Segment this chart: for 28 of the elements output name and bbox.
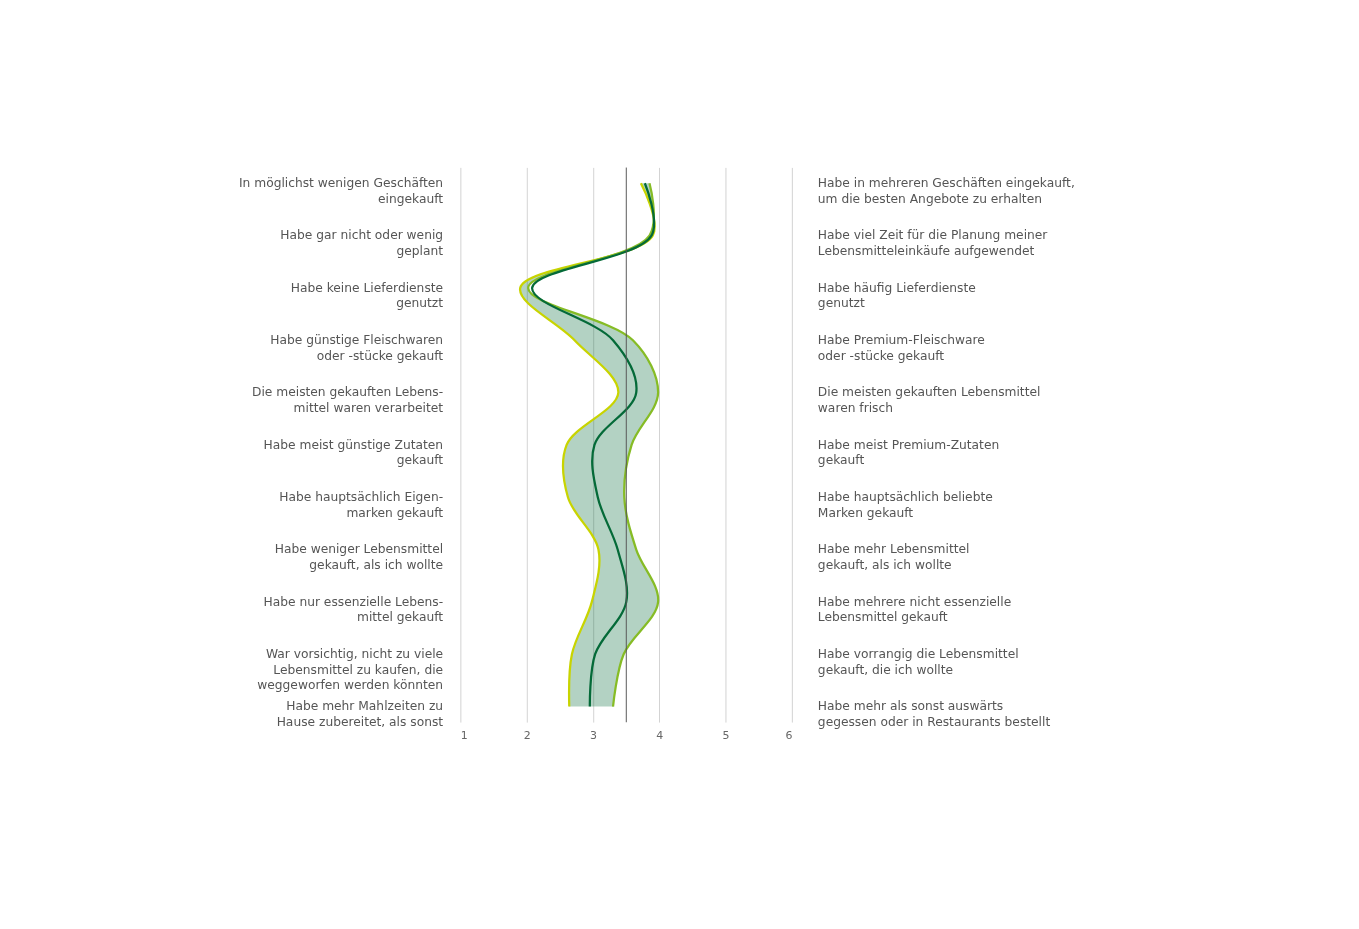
- y-tick-label: In möglichst wenigen Geschäften eingekauft: [238, 176, 444, 206]
- y2-tick-label: Habe meist Premium-Zutaten gekauft: [817, 437, 1000, 468]
- y-tick-label: Habe keine Lieferdienste genutzt: [290, 280, 444, 311]
- y-tick-label: Die meisten gekauften Lebens- mittel waren verarbeitet: [252, 385, 444, 415]
- y2-tick-label: Habe viel Zeit für die Planung meiner Lebensmitteleinkäufe aufgewendet: [817, 228, 1049, 258]
- y-tick-label: War vorsichtig, nicht zu viele Lebensmittel zu kaufen, die weggeworfen werden könnten: [257, 647, 444, 693]
- x-tick-label: 2: [523, 728, 531, 742]
- y-tick-label: Habe günstige Fleischwaren oder -stücke gekauft: [270, 333, 444, 363]
- y2-tick-label: Habe mehr Lebensmittel gekauft, als ich wollte: [817, 542, 970, 572]
- x-tick-label: 6: [785, 728, 793, 742]
- y-tick-label: Habe meist günstige Zutaten gekauft: [263, 437, 444, 468]
- y2-tick-label: Habe häufig Lieferdienste genutzt: [817, 280, 976, 311]
- y-tick-label: Habe nur essenzielle Lebens- mittel gekauft: [263, 594, 444, 625]
- y2-tick-label: Habe vorrangig die Lebensmittel gekauft, die ich wollte: [817, 647, 1019, 677]
- y-tick-label: Habe weniger Lebensmittel gekauft, als ich wollte: [274, 542, 444, 572]
- y-tick-label: Habe hauptsächlich Eigen- marken gekauft: [279, 490, 444, 520]
- x-tick-label: 4: [656, 728, 664, 742]
- y2-tick-label: Habe in mehreren Geschäften eingekauft, um die besten Angebote zu erhalten: [817, 176, 1075, 206]
- y2-tick-label: Habe mehr als sonst auswärts gegessen oder in Restaurants bestellt: [817, 699, 1051, 729]
- y2-tick-label: Habe Premium-Fleischware oder -stücke gekauft: [817, 333, 985, 363]
- y-tick-label: Habe gar nicht oder wenig geplant: [280, 228, 444, 258]
- x-tick-label: 5: [722, 728, 730, 742]
- y2-tick-label: Die meisten gekauften Lebensmittel waren frisch: [817, 385, 1041, 415]
- y-tick-label: Habe mehr Mahlzeiten zu Hause zubereitet, als sonst: [276, 699, 444, 729]
- y2-tick-label: Habe mehrere nicht essenzielle Lebensmittel gekauft: [817, 594, 1012, 625]
- x-tick-label: 3: [589, 728, 597, 742]
- x-tick-label: 1: [460, 728, 468, 742]
- y2-tick-label: Habe hauptsächlich beliebte Marken gekauft: [817, 490, 993, 520]
